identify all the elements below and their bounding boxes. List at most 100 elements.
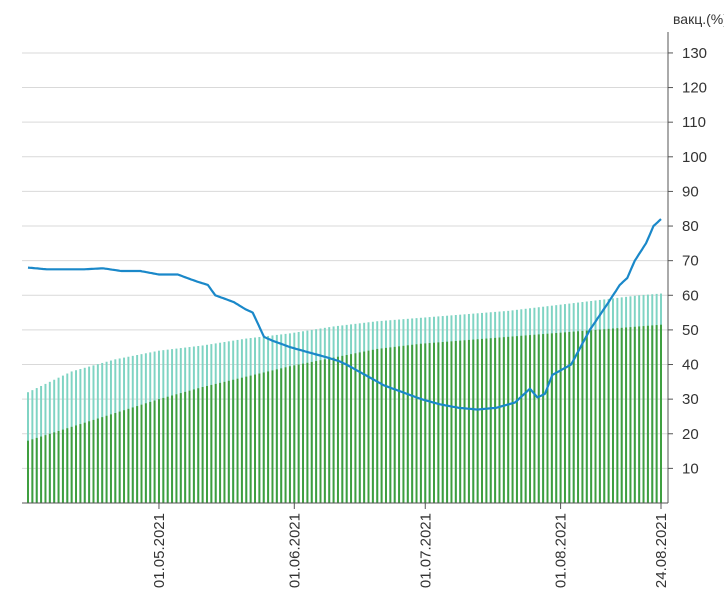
- x-tick-label: 01.06.2021: [286, 513, 303, 588]
- bar-front: [166, 396, 169, 503]
- bar-front: [53, 432, 56, 503]
- bar-front: [267, 371, 270, 503]
- bar-front: [284, 367, 287, 503]
- bar-front: [524, 335, 527, 503]
- bar-front: [162, 397, 165, 503]
- bar-front: [153, 400, 156, 503]
- bar-front: [319, 360, 322, 503]
- bar-front: [358, 352, 361, 503]
- bar-front: [515, 336, 518, 503]
- bar-front: [127, 408, 130, 503]
- grid-lines: [22, 52, 668, 469]
- bar-front: [411, 344, 414, 503]
- bar-front: [441, 342, 444, 503]
- bar-front: [620, 327, 623, 503]
- bar-front: [581, 330, 584, 503]
- y-tick-label: 20: [682, 426, 699, 443]
- bar-front: [398, 346, 401, 503]
- bar-front: [144, 403, 147, 503]
- bar-front: [354, 353, 357, 503]
- bar-front: [625, 327, 628, 503]
- bar-front: [585, 330, 588, 503]
- bar-front: [136, 406, 139, 503]
- bar-front: [467, 339, 470, 503]
- bar-front: [446, 341, 449, 503]
- bar-front: [485, 338, 488, 503]
- bar-front: [40, 436, 43, 503]
- bar-front: [79, 424, 82, 503]
- bar-front: [175, 394, 178, 503]
- bar-front: [83, 422, 86, 503]
- bar-front: [433, 342, 435, 503]
- bar-front: [297, 364, 300, 503]
- bar-front: [227, 380, 230, 503]
- bar-front: [529, 335, 532, 503]
- bar-front: [537, 334, 540, 503]
- bar-front: [336, 356, 339, 503]
- y-tick-label: 90: [682, 183, 699, 200]
- bar-front: [149, 401, 152, 503]
- bar-front: [184, 391, 187, 503]
- y-tick-label: 80: [682, 218, 699, 235]
- bar-front: [219, 382, 222, 503]
- bar-front: [393, 346, 396, 503]
- line-series: [27, 218, 662, 411]
- bar-front: [598, 329, 601, 503]
- bar-front: [546, 333, 549, 503]
- bar-front: [323, 359, 326, 503]
- bar-front: [31, 439, 34, 503]
- bar-front: [603, 329, 606, 503]
- bar-front: [179, 393, 182, 503]
- bar-front: [75, 425, 78, 503]
- bar-front: [611, 328, 614, 503]
- bar-front: [459, 340, 462, 503]
- bar-front: [70, 426, 73, 503]
- bar-front: [105, 415, 108, 503]
- bar-front: [236, 378, 239, 503]
- bar-front: [310, 361, 313, 503]
- y-tick-label: 60: [682, 287, 699, 304]
- bar-front: [131, 407, 134, 503]
- bar-front: [302, 363, 305, 503]
- bar-front: [240, 377, 243, 503]
- bar-front: [533, 334, 536, 503]
- bar-front: [502, 337, 505, 503]
- bar-front: [210, 384, 213, 503]
- bar-front: [293, 365, 296, 503]
- x-tick-label: 01.08.2021: [553, 513, 570, 588]
- y-axis-label: вакц.(%): [673, 11, 724, 27]
- bar-front: [476, 339, 479, 503]
- bars-front-series: [27, 324, 662, 503]
- bar-front: [345, 354, 348, 503]
- y-tick-label: 70: [682, 253, 699, 270]
- bar-front: [638, 326, 641, 503]
- line-series-path: [27, 218, 662, 411]
- bar-front: [350, 354, 353, 503]
- x-tick-label: 01.07.2021: [417, 513, 434, 588]
- bar-front: [406, 345, 409, 503]
- bar-front: [35, 437, 38, 503]
- bar-front: [245, 376, 248, 503]
- bar-front: [542, 334, 545, 503]
- bar-front: [507, 336, 510, 503]
- bar-front: [642, 326, 645, 503]
- bar-front: [171, 395, 174, 503]
- x-tick-labels: 01.05.2021 01.06.2021 01.07.2021 01.08.2021…: [151, 503, 670, 588]
- bar-front: [140, 404, 143, 503]
- bar-front: [280, 368, 283, 503]
- bar-front: [376, 348, 379, 503]
- bar-front: [498, 337, 501, 503]
- bar-front: [214, 383, 217, 503]
- bar-front: [472, 339, 475, 503]
- bar-front: [389, 347, 392, 503]
- bar-front: [57, 430, 60, 503]
- bar-front: [489, 338, 492, 503]
- bar-front: [481, 338, 483, 503]
- bar-front: [206, 385, 208, 503]
- bar-front: [262, 372, 265, 503]
- y-tick-label: 50: [682, 322, 699, 339]
- y-tick-label: 40: [682, 357, 699, 374]
- bar-front: [424, 343, 427, 503]
- bar-front: [550, 333, 553, 503]
